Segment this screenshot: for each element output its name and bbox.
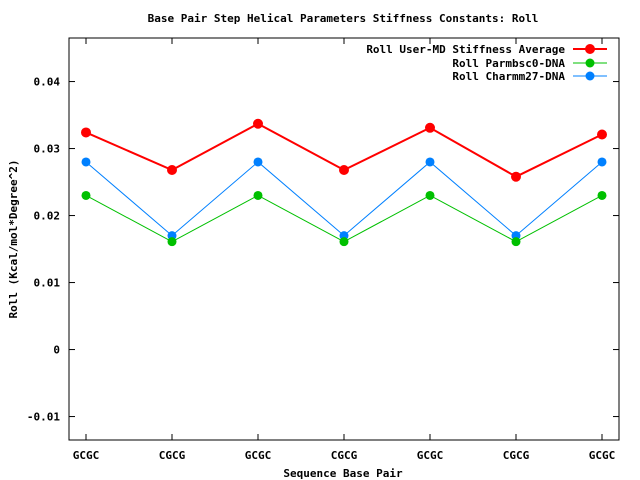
data-point	[597, 129, 607, 140]
y-axis: -0.01 0 0.01 0.02 0.03 0.04	[27, 76, 619, 424]
x-tick-label: CGCG	[331, 449, 358, 462]
data-point	[425, 157, 435, 167]
data-point	[425, 190, 435, 200]
data-point	[81, 157, 91, 167]
data-point	[81, 127, 91, 138]
y-tick-label: 0.01	[34, 277, 61, 290]
y-tick-label: 0.03	[34, 143, 61, 156]
y-tick-label: 0.04	[34, 76, 61, 89]
data-point	[253, 118, 263, 129]
data-point	[511, 171, 521, 182]
y-tick-label: -0.01	[27, 411, 60, 424]
legend-swatch-marker	[585, 58, 595, 68]
legend-label: Roll Parmbsc0-DNA	[452, 57, 565, 70]
y-tick-label: 0	[53, 344, 60, 357]
series-0	[81, 118, 607, 182]
x-tick-label: GCGC	[417, 449, 444, 462]
y-axis-label: Roll (Kcal/mol*Degree^2)	[7, 160, 20, 319]
x-axis: GCGC CGCG GCGC CGCG GCGC CGCG GCGC	[73, 38, 616, 462]
data-point	[253, 190, 263, 200]
y-tick-label: 0.02	[34, 210, 61, 223]
data-point	[339, 164, 349, 175]
x-axis-label: Sequence Base Pair	[283, 467, 403, 480]
legend-swatch-marker	[585, 44, 595, 54]
legend-label: Roll Charmm27-DNA	[452, 70, 565, 83]
data-point	[339, 237, 349, 247]
data-point	[425, 122, 435, 133]
data-point	[597, 190, 607, 200]
x-tick-label: GCGC	[73, 449, 100, 462]
chart-title: Base Pair Step Helical Parameters Stiffn…	[148, 12, 539, 25]
x-tick-label: GCGC	[589, 449, 616, 462]
legend-swatch-marker	[585, 71, 595, 81]
series-1	[81, 190, 607, 247]
x-tick-label: CGCG	[159, 449, 186, 462]
data-point	[167, 237, 177, 247]
data-point	[253, 157, 263, 167]
x-tick-label: GCGC	[245, 449, 272, 462]
series-layer	[81, 118, 607, 247]
data-point	[511, 237, 521, 247]
data-point	[167, 164, 177, 175]
data-point	[597, 157, 607, 167]
data-point	[81, 190, 91, 200]
x-tick-label: CGCG	[503, 449, 530, 462]
legend-label: Roll User-MD Stiffness Average	[366, 43, 565, 56]
